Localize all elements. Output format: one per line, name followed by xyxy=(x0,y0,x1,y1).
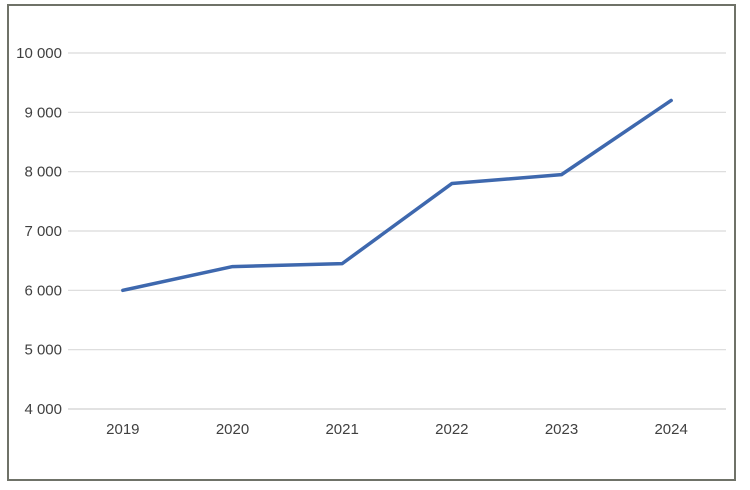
x-axis-tick-label: 2023 xyxy=(545,421,578,438)
x-axis-tick-label: 2024 xyxy=(654,421,687,438)
y-axis-tick-label: 8 000 xyxy=(24,164,62,181)
x-axis-tick-label: 2021 xyxy=(325,421,358,438)
y-axis-tick-label: 6 000 xyxy=(24,282,62,299)
x-axis-tick-label: 2020 xyxy=(216,421,249,438)
y-axis-tick-label: 4 000 xyxy=(24,401,62,418)
data-series-line xyxy=(121,98,673,293)
y-axis-tick-label: 9 000 xyxy=(24,104,62,121)
x-axis-tick-label: 2019 xyxy=(106,421,139,438)
y-axis-tick-label: 7 000 xyxy=(24,223,62,240)
y-axis-tick-label: 10 000 xyxy=(16,45,62,62)
x-axis-tick-label: 2022 xyxy=(435,421,468,438)
y-axis-tick-label: 5 000 xyxy=(24,342,62,359)
